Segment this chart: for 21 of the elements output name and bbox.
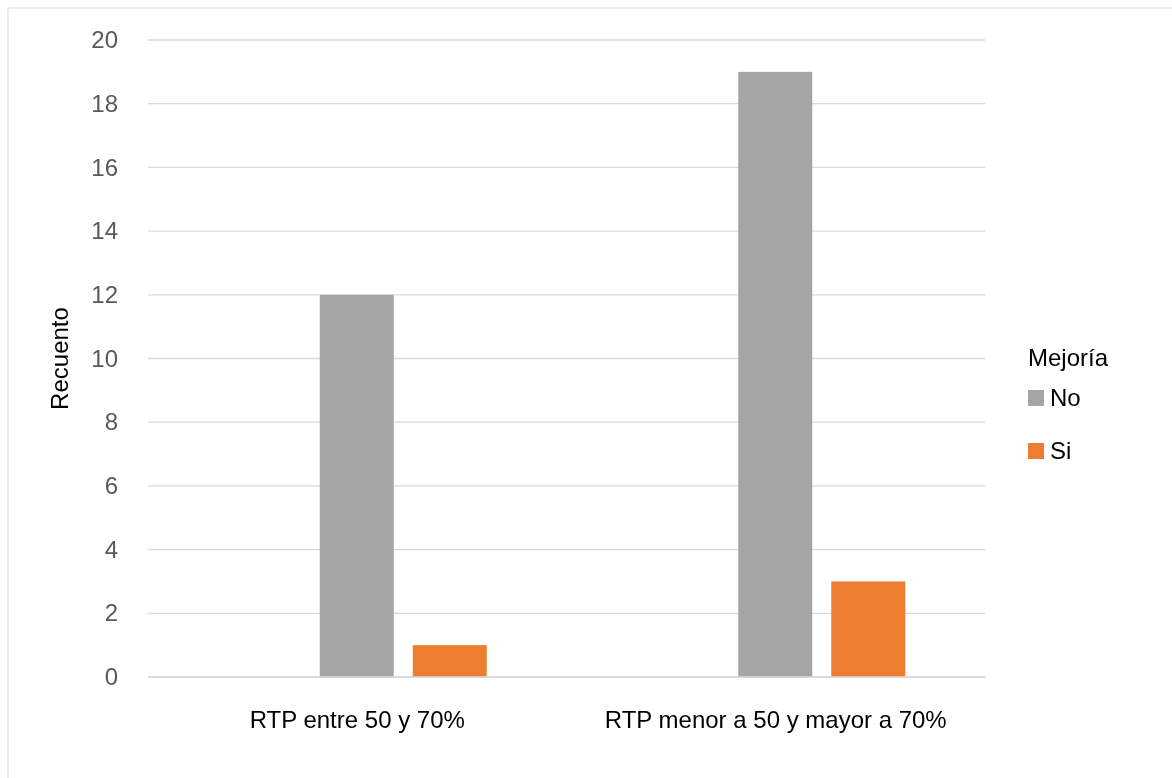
- y-tick-label: 8: [104, 408, 118, 436]
- bar: [738, 71, 813, 677]
- bar: [831, 581, 906, 677]
- y-tick-label: 10: [91, 344, 118, 372]
- legend-title: Mejoría: [1028, 344, 1109, 372]
- y-axis-title: Recuento: [46, 307, 73, 410]
- legend-label: No: [1050, 384, 1081, 412]
- y-tick-label: 20: [91, 26, 118, 54]
- y-tick-label: 2: [104, 599, 118, 627]
- x-tick-label: RTP entre 50 y 70%: [249, 706, 465, 733]
- y-tick-label: 16: [91, 153, 118, 181]
- x-tick-label: RTP menor a 50 y mayor a 70%: [604, 706, 947, 733]
- y-tick-label: 14: [91, 217, 118, 245]
- bar: [319, 294, 394, 677]
- bar: [412, 645, 487, 677]
- y-tick-label: 6: [104, 472, 118, 500]
- legend-label: Si: [1050, 437, 1072, 465]
- y-tick-label: 0: [104, 663, 118, 691]
- y-tick-label: 4: [104, 535, 118, 563]
- y-tick-label: 12: [91, 280, 118, 308]
- y-tick-label: 18: [91, 89, 118, 117]
